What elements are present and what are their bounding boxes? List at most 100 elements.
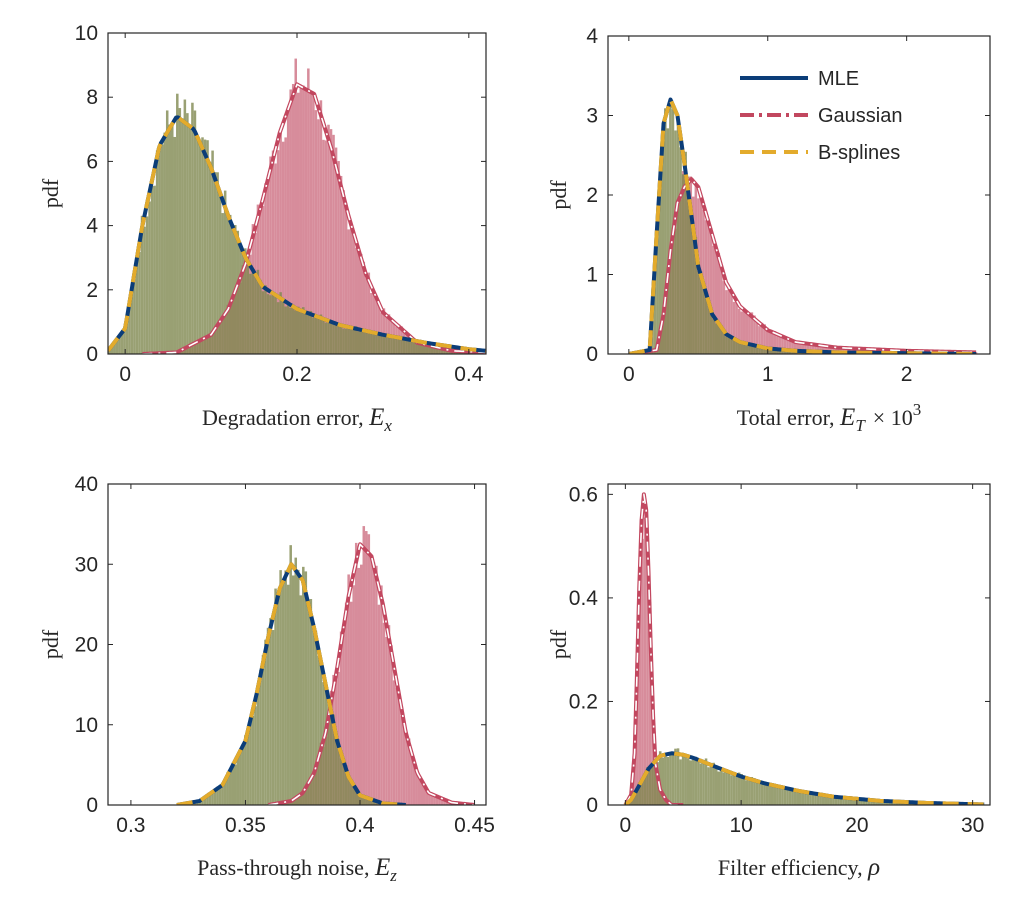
- hist-bar-mle: [849, 798, 853, 805]
- hist-bar-mle: [425, 342, 429, 354]
- hist-bar-mle: [274, 588, 277, 805]
- hist-bar-mle: [286, 304, 290, 354]
- y-tick-label: 2: [86, 279, 98, 302]
- hist-bar-gaussian: [314, 110, 318, 354]
- hist-bar-mle: [827, 794, 830, 805]
- hist-bar-mle: [676, 748, 680, 805]
- hist-bar-mle: [776, 349, 779, 354]
- hist-bar-gaussian: [297, 92, 300, 354]
- hist-bar-mle: [712, 319, 715, 354]
- x-axis-label-subscript: T: [855, 416, 866, 435]
- hist-bar-gaussian: [281, 141, 285, 354]
- hist-bar-mle: [254, 274, 257, 354]
- hist-bar-mle: [781, 349, 784, 354]
- series-line-bsplines: [175, 562, 407, 805]
- x-tick-label: 0.2: [282, 363, 311, 386]
- hist-bar-mle: [684, 754, 687, 805]
- hist-bar-mle: [791, 788, 794, 805]
- hist-bar-mle: [860, 799, 863, 805]
- hist-bar-mle: [433, 344, 436, 354]
- hist-bar-gaussian: [707, 220, 710, 354]
- histograms: [176, 526, 474, 805]
- hist-bar-mle: [357, 794, 360, 805]
- hist-bar-gaussian: [354, 542, 358, 805]
- hist-bar-mle: [717, 321, 721, 354]
- hist-bar-mle: [198, 140, 202, 354]
- hist-bar-mle: [704, 758, 708, 805]
- hist-bar-gaussian: [648, 602, 652, 805]
- hist-bar-mle: [332, 324, 335, 354]
- hist-bar-mle: [279, 292, 282, 354]
- hist-bar-mle: [213, 790, 217, 805]
- hist-bar-mle: [730, 338, 733, 354]
- hist-bar-mle: [168, 124, 171, 354]
- hist-bar-mle: [271, 630, 275, 805]
- hist-bar-mle: [319, 661, 323, 805]
- hist-bar-gaussian: [791, 341, 794, 354]
- hist-bar-gaussian: [745, 312, 749, 354]
- hist-bar-mle: [681, 174, 685, 354]
- hist-bar-gaussian: [286, 111, 290, 354]
- hist-bar-gaussian: [352, 235, 355, 354]
- hist-bar-mle: [694, 236, 698, 354]
- y-tick-label: 0: [586, 794, 598, 817]
- hist-bar-mle: [395, 338, 398, 354]
- hist-bar-mle: [279, 570, 282, 805]
- hist-bar-mle: [297, 306, 300, 354]
- series-line-bsplines: [108, 115, 486, 353]
- hist-bar-mle: [183, 99, 187, 354]
- hist-bar-mle: [254, 706, 257, 805]
- x-axis-label-text: Filter efficiency,: [718, 855, 868, 880]
- hist-bar-mle: [113, 343, 116, 354]
- hist-bar-mle: [128, 300, 131, 354]
- hist-bar-gaussian: [727, 286, 731, 354]
- hist-bar-mle: [130, 285, 134, 354]
- hist-bar-mle: [276, 302, 280, 354]
- hist-bar-mle: [206, 794, 209, 805]
- hist-bar-gaussian: [651, 700, 654, 805]
- hist-bar-gaussian: [428, 793, 431, 805]
- hist-bar-gaussian: [375, 565, 378, 805]
- hist-bar-gaussian: [365, 531, 368, 805]
- hist-bar-mle: [244, 735, 247, 805]
- hist-bar-gaussian: [633, 751, 637, 805]
- hist-bar-gaussian: [776, 336, 779, 354]
- hist-bar-mle: [760, 780, 764, 805]
- hist-bar-gaussian: [717, 253, 721, 354]
- hist-bar-mle: [155, 150, 159, 354]
- y-tick-label: 40: [75, 473, 98, 496]
- hist-bar-mle: [163, 132, 166, 354]
- hist-bar-gaussian: [742, 311, 746, 354]
- hist-bar-mle: [653, 252, 657, 354]
- hist-bar-gaussian: [370, 292, 373, 354]
- hist-bar-mle: [809, 791, 812, 805]
- hist-bar-mle: [661, 141, 665, 354]
- hist-bar-mle: [816, 794, 820, 805]
- hist-bar-mle: [709, 314, 713, 354]
- hist-bar-mle: [753, 778, 756, 805]
- hist-bar-mle: [776, 785, 779, 805]
- hist-bar-mle: [153, 185, 156, 354]
- hist-bar-mle: [299, 595, 303, 805]
- hist-bar-mle: [327, 699, 330, 805]
- hist-bar-mle: [259, 669, 262, 805]
- hist-bar-mle: [261, 654, 265, 805]
- hist-bar-gaussian: [332, 134, 335, 354]
- hist-bar-mle: [755, 779, 759, 805]
- hist-bar-gaussian: [360, 253, 363, 354]
- hist-bar-mle: [786, 350, 789, 354]
- hist-bar-mle: [191, 102, 194, 354]
- hist-bar-mle: [375, 331, 378, 354]
- hist-bar-gaussian: [788, 340, 792, 354]
- hist-bar-mle: [337, 739, 340, 805]
- hist-bar-mle: [867, 800, 871, 805]
- hist-bar-mle: [725, 336, 728, 354]
- hist-bar-gaussian: [266, 180, 270, 354]
- hist-bar-mle: [773, 783, 777, 805]
- hist-bar-mle: [223, 778, 227, 805]
- hist-bar-mle: [709, 763, 713, 805]
- hist-bar-mle: [256, 691, 260, 805]
- hist-bar-mle: [171, 125, 174, 354]
- hist-bar-mle: [216, 786, 219, 805]
- hist-bar-mle: [819, 793, 822, 805]
